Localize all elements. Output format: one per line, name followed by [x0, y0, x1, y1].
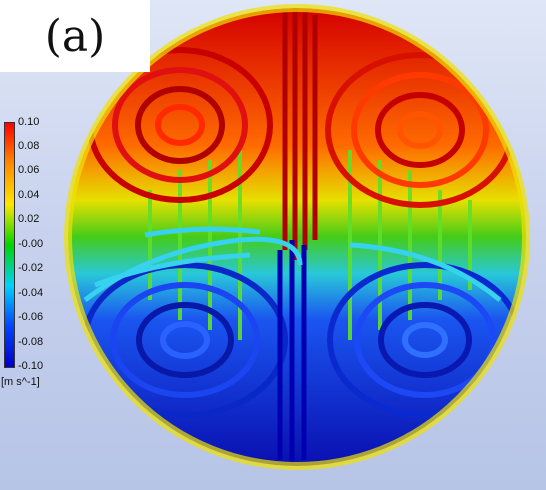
legend-tick: 0.06: [18, 164, 40, 176]
color-legend: 0.10 0.08 0.06 0.04 0.02 -0.00 -0.02 -0.…: [0, 116, 64, 398]
legend-tick: 0.02: [18, 213, 40, 225]
legend-tick: 0.08: [18, 140, 40, 152]
legend-tick: -0.04: [18, 287, 44, 299]
legend-tick: -0.00: [18, 238, 44, 250]
legend-tick: -0.10: [18, 360, 44, 372]
lower-right-vortex: [327, 262, 523, 418]
legend-tick: 0.04: [18, 189, 40, 201]
legend-tick: -0.08: [18, 336, 44, 348]
lower-jet: [277, 240, 307, 465]
legend-color-bar: [4, 122, 15, 368]
legend-unit: [m s^-1]: [1, 376, 40, 388]
central-jet: [282, 8, 318, 260]
cyan-streamlines: [83, 226, 502, 302]
legend-tick: -0.06: [18, 311, 44, 323]
panel-label: (a): [0, 0, 150, 72]
legend-tick: -0.02: [18, 262, 44, 274]
legend-tick: 0.10: [18, 116, 40, 128]
sphere-rim: [64, 4, 530, 470]
